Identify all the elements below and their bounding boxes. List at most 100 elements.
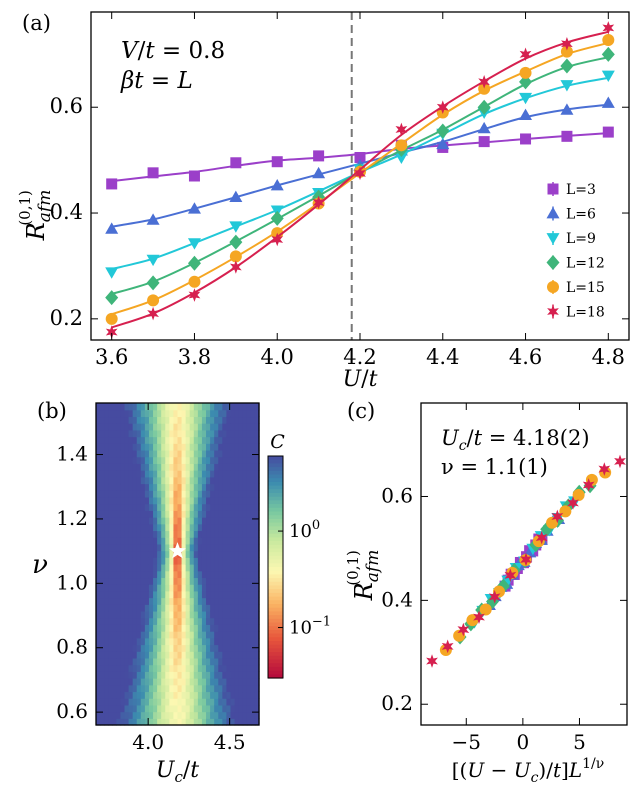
- heatmap-cell: [238, 664, 244, 672]
- heatmap-cell: [169, 644, 175, 652]
- heatmap-cell: [218, 704, 223, 713]
- heatmap-cell: [96, 523, 101, 532]
- heatmap-cell: [193, 584, 199, 592]
- heatmap-cell: [153, 537, 158, 545]
- heatmap-cell: [254, 423, 260, 431]
- heatmap-cell: [177, 456, 183, 464]
- heatmap-cell: [214, 510, 219, 518]
- heatmap-cell: [140, 691, 146, 699]
- heatmap-cell: [116, 664, 122, 672]
- heatmap-cell: [206, 610, 211, 619]
- heatmap-cell: [136, 698, 142, 706]
- heatmap-cell: [189, 711, 195, 719]
- heatmap-cell: [128, 584, 134, 592]
- heatmap-cell: [185, 476, 191, 485]
- heatmap-cell: [104, 443, 109, 451]
- heatmap-cell: [193, 671, 199, 679]
- heatmap-cell: [116, 503, 122, 511]
- heatmap-cell: [165, 617, 170, 625]
- heatmap-cell: [238, 423, 244, 431]
- heatmap-cell: [112, 490, 117, 498]
- heatmap-cell: [124, 671, 130, 679]
- heatmap-cell: [206, 590, 211, 599]
- heatmap-cell: [173, 597, 179, 605]
- heatmap-cell: [246, 409, 252, 418]
- data-point-L=18: [436, 100, 449, 115]
- heatmap-cell: [246, 604, 252, 612]
- heatmap-cell: [165, 704, 170, 713]
- heatmap-cell: [148, 483, 154, 491]
- heatmap-cell: [234, 657, 240, 666]
- data-point-L=12: [105, 290, 119, 306]
- heatmap-cell: [116, 617, 122, 625]
- heatmap-cell: [226, 403, 232, 411]
- heatmap-cell: [250, 684, 256, 693]
- heatmap-cell: [104, 517, 109, 525]
- heatmap-cell: [96, 704, 101, 713]
- heatmap-cell: [165, 584, 170, 592]
- heatmap-cell: [157, 517, 162, 525]
- heatmap-cell: [218, 523, 223, 532]
- heatmap-cell: [226, 597, 232, 605]
- heatmap-cell: [201, 704, 207, 713]
- heatmap-cell: [104, 483, 109, 491]
- heatmap-cell: [177, 617, 183, 625]
- heatmap-cell: [148, 537, 154, 545]
- heatmap-cell: [206, 664, 211, 672]
- heatmap-cell: [230, 483, 236, 491]
- heatmap-cell: [222, 449, 227, 458]
- heatmap-cell: [96, 678, 101, 686]
- heatmap-cell: [185, 436, 191, 444]
- heatmap-cell: [218, 530, 223, 538]
- heatmap-cell: [193, 610, 199, 619]
- heatmap-cell: [161, 577, 166, 585]
- heatmap-cell: [120, 678, 126, 686]
- heatmap-cell: [100, 624, 105, 632]
- data-point-L=3: [271, 156, 283, 168]
- heatmap-cell: [140, 510, 146, 518]
- heatmap-cell: [250, 570, 256, 579]
- heatmap-cell: [144, 684, 150, 693]
- heatmap-cell: [100, 564, 105, 572]
- heatmap-cell: [124, 476, 130, 485]
- heatmap-cell: [112, 691, 117, 699]
- heatmap-cell: [197, 550, 203, 558]
- heatmap-cell: [148, 523, 154, 532]
- heatmap-cell: [161, 409, 166, 418]
- heatmap-cell: [181, 543, 187, 552]
- heatmap-cell: [104, 684, 109, 693]
- heatmap-cell: [201, 409, 207, 418]
- heatmap-cell: [112, 416, 117, 424]
- heatmap-cell: [226, 496, 232, 505]
- heatmap-cell: [120, 429, 126, 438]
- heatmap-cell: [210, 698, 215, 706]
- heatmap-cell: [246, 617, 252, 625]
- heatmap-cell: [128, 644, 134, 652]
- heatmap-cell: [108, 443, 113, 451]
- heatmap-cell: [254, 429, 260, 438]
- heatmap-cell: [161, 664, 166, 672]
- heatmap-cell: [153, 704, 158, 713]
- heatmap-cell: [226, 624, 232, 632]
- heatmap-cell: [112, 590, 117, 599]
- heatmap-cell: [120, 423, 126, 431]
- heatmap-cell: [238, 503, 244, 511]
- heatmap-cell: [165, 684, 170, 693]
- heatmap-cell: [169, 570, 175, 579]
- heatmap-cell: [246, 698, 252, 706]
- heatmap-cell: [226, 704, 232, 713]
- heatmap-cell: [238, 530, 244, 538]
- heatmap-cell: [210, 604, 215, 612]
- heatmap-cell: [128, 476, 134, 485]
- heatmap-cell: [189, 530, 195, 538]
- heatmap-cell: [96, 664, 101, 672]
- heatmap-cell: [132, 691, 138, 699]
- heatmap-cell: [230, 684, 236, 693]
- heatmap-cell: [238, 617, 244, 625]
- heatmap-cell: [210, 443, 215, 451]
- heatmap-cell: [197, 490, 203, 498]
- heatmap-cell: [222, 617, 227, 625]
- heatmap-cell: [128, 443, 134, 451]
- heatmap-cell: [132, 503, 138, 511]
- heatmap-cell: [140, 664, 146, 672]
